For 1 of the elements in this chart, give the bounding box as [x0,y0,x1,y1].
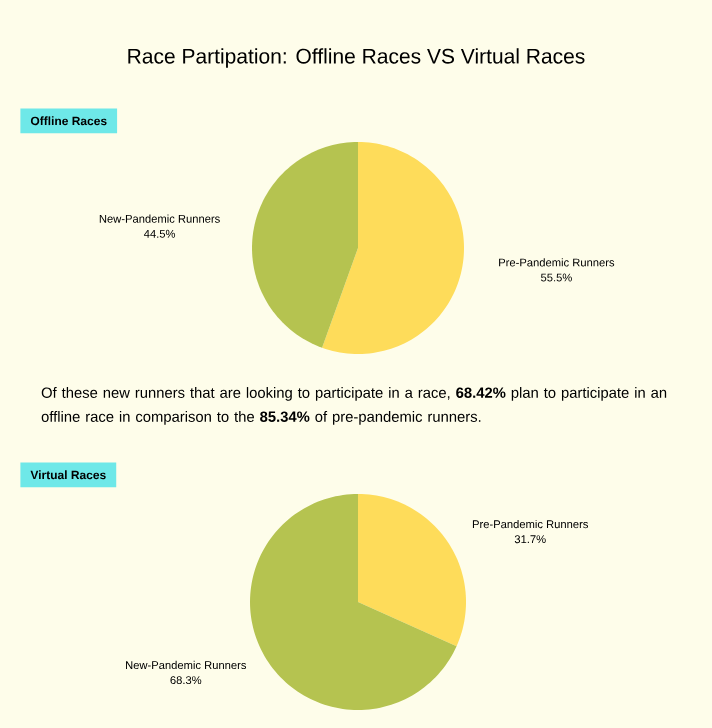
chart-title: Race Partipation: Offline Races VS Virtual Races [128,48,585,68]
